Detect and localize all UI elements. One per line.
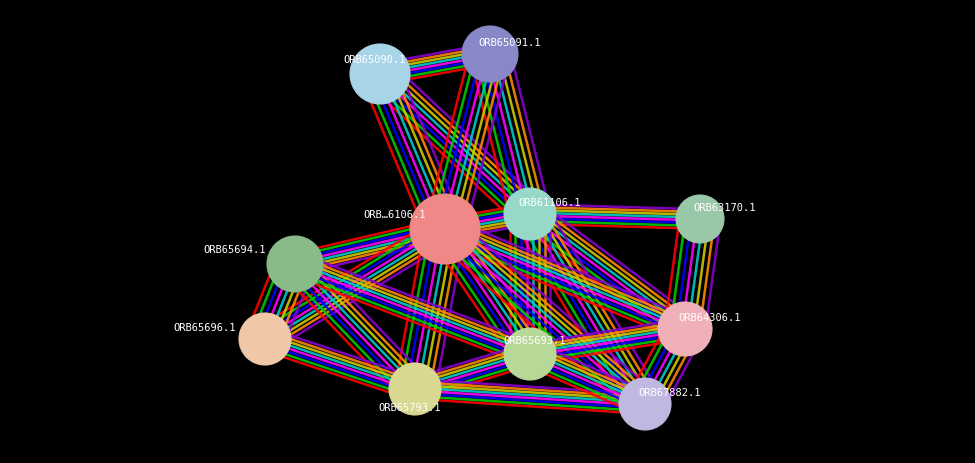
Ellipse shape: [462, 27, 518, 83]
Ellipse shape: [676, 195, 724, 244]
Ellipse shape: [504, 328, 556, 380]
Text: ORB65091.1: ORB65091.1: [479, 38, 541, 48]
Ellipse shape: [410, 194, 480, 264]
Text: ORB63170.1: ORB63170.1: [694, 202, 757, 213]
Ellipse shape: [350, 45, 410, 105]
Text: ORB65696.1: ORB65696.1: [174, 322, 236, 332]
Ellipse shape: [389, 363, 441, 415]
Text: ORB65693.1: ORB65693.1: [504, 335, 566, 345]
Text: ORB61106.1: ORB61106.1: [519, 198, 581, 207]
Text: ORB65793.1: ORB65793.1: [378, 402, 442, 412]
Text: ORB…6106.1: ORB…6106.1: [364, 210, 426, 219]
Ellipse shape: [504, 188, 556, 240]
Text: ORB65694.1: ORB65694.1: [204, 244, 266, 255]
Text: ORB67882.1: ORB67882.1: [639, 387, 701, 397]
Ellipse shape: [267, 237, 323, 292]
Ellipse shape: [619, 378, 671, 430]
Text: ORB65090.1: ORB65090.1: [344, 55, 407, 65]
Ellipse shape: [239, 313, 291, 365]
Ellipse shape: [658, 302, 712, 356]
Text: ORB64306.1: ORB64306.1: [679, 313, 741, 322]
